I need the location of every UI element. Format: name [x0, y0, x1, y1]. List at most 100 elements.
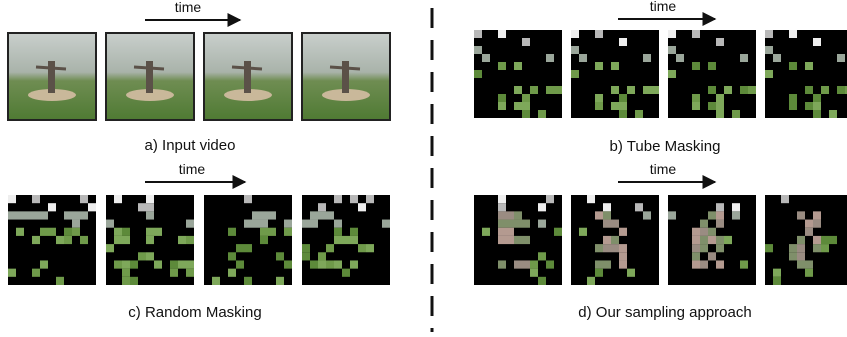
visible-patch — [342, 236, 350, 244]
visible-patch — [797, 260, 805, 268]
visible-patch — [773, 54, 781, 62]
visible-patch — [530, 269, 538, 277]
visible-patch — [554, 228, 562, 236]
visible-patch — [829, 110, 837, 118]
visible-patch — [474, 70, 482, 78]
visible-patch — [318, 203, 326, 211]
visible-patch — [619, 244, 627, 252]
visible-patch — [797, 244, 805, 252]
visible-patch — [334, 228, 342, 236]
visible-patch — [530, 260, 538, 268]
visible-patch — [276, 252, 284, 260]
visible-patch — [700, 244, 708, 252]
visible-patch — [748, 86, 756, 94]
visible-patch — [122, 269, 130, 277]
visible-patch — [146, 252, 154, 260]
visible-patch — [611, 244, 619, 252]
video-frame — [571, 30, 659, 118]
visible-patch — [692, 94, 700, 102]
visible-patch — [813, 244, 821, 252]
visible-patch — [244, 277, 252, 285]
visible-patch — [611, 236, 619, 244]
visible-patch — [64, 211, 72, 219]
visible-patch — [260, 220, 268, 228]
visible-patch — [212, 277, 220, 285]
visible-patch — [821, 86, 829, 94]
visible-patch — [716, 220, 724, 228]
visible-patch — [635, 203, 643, 211]
visible-patch — [498, 62, 506, 70]
video-frame — [8, 33, 96, 120]
visible-patch — [603, 203, 611, 211]
visible-patch — [716, 110, 724, 118]
visible-patch — [32, 195, 40, 203]
visible-patch — [506, 211, 514, 219]
visible-patch — [595, 211, 603, 219]
visible-patch — [16, 228, 24, 236]
visible-patch — [651, 86, 659, 94]
visible-patch — [708, 211, 716, 219]
visible-patch — [154, 228, 162, 236]
visible-patch — [619, 38, 627, 46]
visible-patch — [522, 110, 530, 118]
visible-patch — [554, 86, 562, 94]
visible-patch — [627, 86, 635, 94]
visible-patch — [643, 54, 651, 62]
visible-patch — [146, 211, 154, 219]
visible-patch — [146, 236, 154, 244]
visible-patch — [48, 203, 56, 211]
visible-patch — [595, 244, 603, 252]
visible-patch — [498, 195, 506, 203]
visible-patch — [170, 260, 178, 268]
visible-patch — [228, 252, 236, 260]
visible-patch — [538, 252, 546, 260]
visible-patch — [244, 244, 252, 252]
visible-patch — [80, 195, 88, 203]
visible-patch — [146, 228, 154, 236]
mask-background — [204, 195, 292, 285]
visible-patch — [498, 236, 506, 244]
visible-patch — [724, 86, 732, 94]
visible-patch — [668, 70, 676, 78]
visible-patch — [716, 94, 724, 102]
visible-patch — [716, 244, 724, 252]
caption: b) Tube Masking — [610, 138, 721, 155]
visible-patch — [740, 86, 748, 94]
visible-patch — [603, 244, 611, 252]
visible-patch — [700, 220, 708, 228]
visible-patch — [522, 220, 530, 228]
visible-patch — [522, 38, 530, 46]
visible-patch — [318, 211, 326, 219]
visible-patch — [326, 244, 334, 252]
visible-patch — [64, 236, 72, 244]
video-frame — [474, 195, 562, 285]
visible-patch — [244, 195, 252, 203]
caption: d) Our sampling approach — [578, 304, 751, 321]
visible-patch — [627, 269, 635, 277]
visible-patch — [692, 252, 700, 260]
visible-patch — [692, 244, 700, 252]
visible-patch — [716, 203, 724, 211]
visible-patch — [186, 236, 194, 244]
visible-patch — [72, 211, 80, 219]
visible-patch — [571, 30, 579, 38]
visible-patch — [106, 220, 114, 228]
visible-patch — [366, 195, 374, 203]
visible-patch — [708, 86, 716, 94]
visible-patch — [619, 252, 627, 260]
visible-patch — [326, 260, 334, 268]
visible-patch — [498, 211, 506, 219]
visible-patch — [276, 277, 284, 285]
arm — [232, 67, 262, 69]
visible-patch — [837, 86, 845, 94]
visible-patch — [732, 203, 740, 211]
caption: c) Random Masking — [128, 304, 261, 321]
visible-patch — [122, 228, 130, 236]
visible-patch — [805, 228, 813, 236]
visible-patch — [114, 260, 122, 268]
visible-patch — [538, 277, 546, 285]
visible-patch — [643, 86, 651, 94]
figure — [48, 61, 55, 93]
visible-patch — [595, 94, 603, 102]
visible-patch — [700, 260, 708, 268]
